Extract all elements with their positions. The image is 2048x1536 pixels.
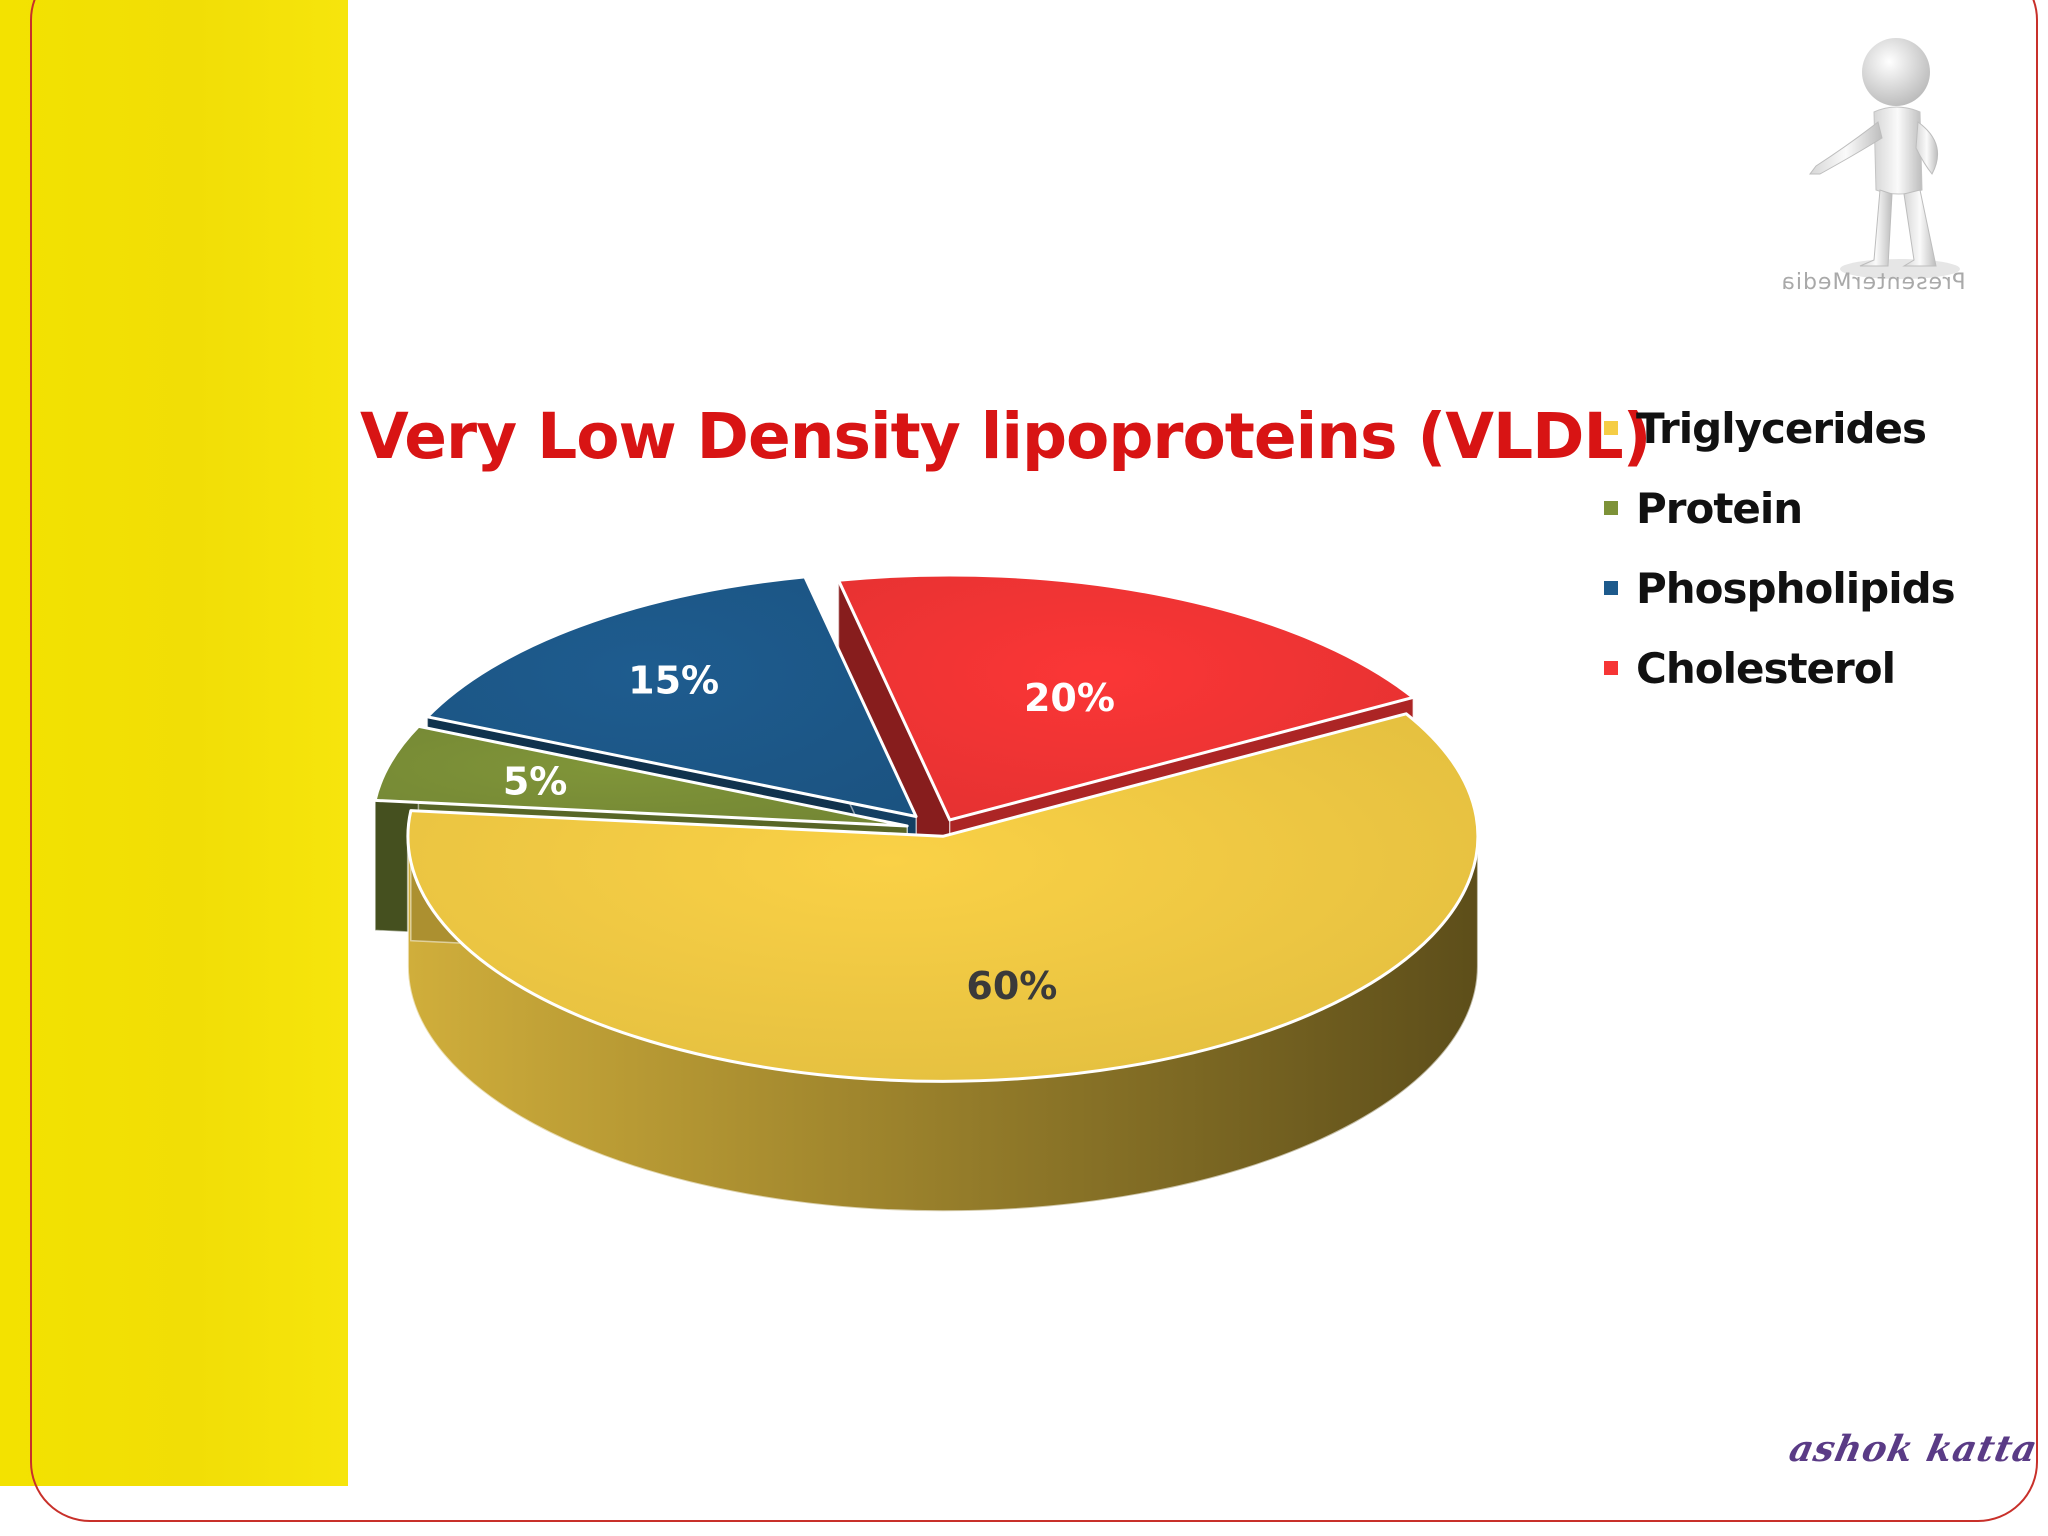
author-signature: ashok katta xyxy=(1785,1428,2042,1470)
presenter-figure-icon xyxy=(1770,14,1990,318)
legend-item-phospholipids: Phospholipids xyxy=(1604,548,1956,628)
chart-title: Very Low Density lipoproteins (VLDL) xyxy=(360,400,1651,473)
data-label-phospholipids: 15% xyxy=(628,658,719,702)
legend-label-protein: Protein xyxy=(1636,483,1803,533)
data-label-triglycerides: 60% xyxy=(966,964,1057,1008)
data-label-protein: 5% xyxy=(503,759,568,803)
legend-item-triglycerides: Triglycerides xyxy=(1604,388,1955,468)
legend-label-cholesterol: Cholesterol xyxy=(1636,643,1896,693)
legend-item-protein: Protein xyxy=(1604,468,1955,548)
pie-slice-triglycerides: 60% xyxy=(406,712,1480,1212)
legend-swatch-protein xyxy=(1604,501,1618,515)
legend-label-phospholipids: Phospholipids xyxy=(1636,563,1956,613)
legend-swatch-phospholipids xyxy=(1604,581,1618,595)
legend-swatch-triglycerides xyxy=(1604,421,1618,435)
data-label-cholesterol: 20% xyxy=(1024,676,1115,720)
legend-swatch-cholesterol xyxy=(1604,661,1618,675)
yellow-side-bar xyxy=(0,0,348,1486)
legend-item-cholesterol: Cholesterol xyxy=(1604,628,1955,708)
legend-label-triglycerides: Triglycerides xyxy=(1636,403,1927,453)
chart-legend: Triglycerides Protein Phospholipids Chol… xyxy=(1604,388,1956,708)
